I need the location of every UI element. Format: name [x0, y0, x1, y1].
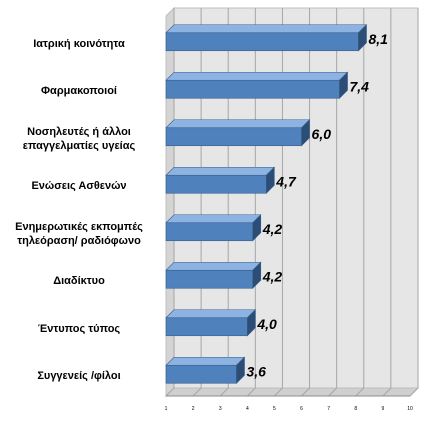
bar-top	[165, 261, 262, 271]
floor-gridline	[355, 387, 365, 397]
bar	[165, 79, 340, 99]
x-tick-label: 4	[246, 406, 249, 412]
data-label: 4,7	[275, 173, 297, 189]
category-label: Συγγενείς /φίλοι	[37, 370, 121, 383]
category-label: Ιατρική κοινότητα	[33, 37, 125, 50]
category-label: Ενώσεις Ασθενών	[31, 180, 127, 193]
x-tick-label: 7	[327, 406, 330, 412]
floor-gridline	[301, 387, 310, 397]
data-label: 4,2	[262, 268, 283, 284]
category-label: Ενημερωτικές εκπομπές τηλεόραση/ ραδιόφω…	[15, 220, 143, 247]
x-tick-label: 9	[381, 406, 384, 412]
category-label: Νοσηλευτές ή άλλοι επαγγελματίες υγείας	[22, 125, 136, 152]
bar-top	[165, 71, 349, 81]
category-label: Έντυπος τύπος	[37, 322, 121, 335]
data-label: 4,0	[256, 316, 277, 332]
bar	[165, 269, 254, 289]
bar	[165, 364, 237, 384]
floor	[164, 387, 420, 397]
data-label: 4,2	[262, 221, 283, 237]
data-label: 6,0	[312, 126, 332, 142]
bar-end	[252, 214, 262, 242]
x-tick-label: 3	[219, 406, 222, 412]
bar	[165, 222, 254, 242]
x-tick-label: 1	[165, 406, 168, 412]
bar-top	[165, 309, 257, 319]
bar	[165, 127, 302, 147]
x-tick-label: 6	[300, 406, 303, 412]
category-label: Φαρμακοποιοί	[41, 85, 117, 98]
bar-end	[247, 309, 256, 337]
bar-end	[358, 24, 367, 52]
bar-top	[165, 119, 311, 129]
bar	[165, 174, 267, 194]
floor-gridline	[409, 387, 419, 397]
bar-top	[165, 166, 276, 176]
x-tick-label: 2	[192, 406, 195, 412]
floor-gridline	[165, 387, 175, 397]
x-tick-label: 5	[273, 406, 276, 412]
x-tick-label: 10	[407, 406, 413, 412]
bar-end	[301, 119, 310, 147]
bar-top	[165, 24, 368, 34]
bar-end	[252, 261, 262, 289]
floor-gridline	[192, 387, 202, 397]
floor-gridline	[219, 387, 229, 397]
floor-gridline	[246, 387, 256, 397]
data-label: 3,6	[246, 363, 266, 379]
bar-end	[339, 71, 348, 99]
bar-top	[165, 356, 246, 366]
floor-gridline	[274, 387, 283, 397]
bar-end	[266, 166, 275, 194]
side-wall	[165, 6, 175, 398]
bar-top	[165, 214, 262, 224]
x-tick-label: 8	[354, 406, 357, 412]
bar	[165, 32, 359, 52]
category-label: Διαδίκτυο	[53, 275, 105, 288]
bar-end	[236, 356, 245, 384]
floor-gridline	[328, 387, 338, 397]
data-label: 7,4	[350, 78, 370, 94]
floor-gridline	[382, 387, 392, 397]
bar	[165, 317, 248, 337]
data-label: 8,1	[368, 31, 388, 47]
